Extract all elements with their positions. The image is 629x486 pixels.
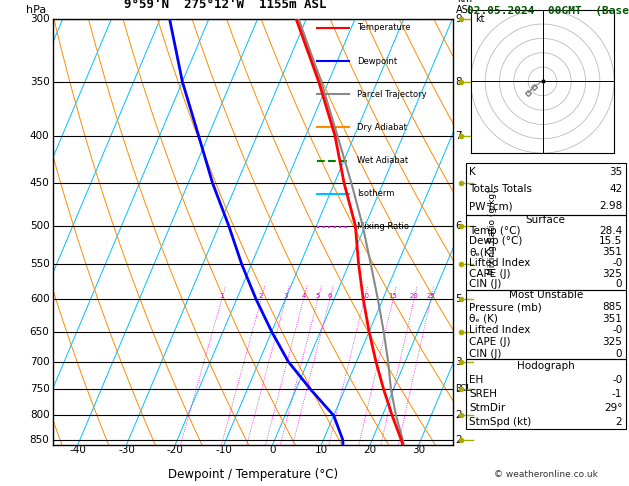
Text: 3: 3	[455, 357, 462, 366]
Text: 3: 3	[455, 384, 462, 395]
Text: StmDir: StmDir	[469, 403, 505, 414]
Text: -30: -30	[118, 445, 135, 455]
Text: 2: 2	[455, 435, 462, 445]
Text: LCL: LCL	[455, 384, 471, 393]
Text: K: K	[469, 167, 476, 177]
Text: SREH: SREH	[469, 389, 497, 399]
Text: 2: 2	[259, 294, 264, 299]
Bar	[465, 290, 626, 360]
Text: © weatheronline.co.uk: © weatheronline.co.uk	[494, 470, 598, 479]
Text: 750: 750	[30, 384, 50, 395]
Text: Parcel Trajectory: Parcel Trajectory	[357, 90, 426, 99]
Text: 8: 8	[455, 77, 462, 87]
Text: 9°59'N  275°12'W  1155m ASL: 9°59'N 275°12'W 1155m ASL	[124, 0, 326, 11]
Text: 42: 42	[609, 184, 622, 194]
Text: 325: 325	[603, 337, 622, 347]
Text: Most Unstable: Most Unstable	[508, 291, 583, 300]
Text: kt: kt	[475, 14, 484, 24]
Text: Dewpoint / Temperature (°C): Dewpoint / Temperature (°C)	[168, 468, 338, 481]
Text: 5: 5	[455, 295, 462, 304]
Text: 0: 0	[616, 279, 622, 289]
Text: 2: 2	[455, 411, 462, 420]
Text: 325: 325	[603, 269, 622, 278]
Text: 800: 800	[30, 411, 50, 420]
Text: Totals Totals: Totals Totals	[469, 184, 532, 194]
Text: 650: 650	[30, 327, 50, 337]
Text: Dry Adiabat: Dry Adiabat	[357, 123, 407, 132]
Text: 600: 600	[30, 295, 50, 304]
Text: 6: 6	[328, 294, 332, 299]
Text: 350: 350	[30, 77, 50, 87]
Text: CAPE (J): CAPE (J)	[469, 269, 511, 278]
Text: 15.5: 15.5	[599, 236, 622, 246]
Text: 3: 3	[283, 294, 288, 299]
Text: Dewpoint: Dewpoint	[357, 56, 397, 66]
Text: 35: 35	[609, 167, 622, 177]
Text: 7: 7	[455, 131, 462, 140]
Text: 6: 6	[455, 221, 462, 231]
Text: θₑ(K): θₑ(K)	[469, 247, 494, 257]
Text: 28.4: 28.4	[599, 226, 622, 236]
Text: Temp (°C): Temp (°C)	[469, 226, 520, 236]
Text: 1: 1	[220, 294, 224, 299]
Text: 5: 5	[316, 294, 320, 299]
Text: 9: 9	[455, 15, 462, 24]
Text: -40: -40	[69, 445, 86, 455]
Text: 20: 20	[364, 445, 377, 455]
Text: Mixing Ratio: Mixing Ratio	[357, 223, 409, 231]
Text: km
ASL: km ASL	[456, 0, 474, 15]
Text: 4: 4	[301, 294, 306, 299]
Text: hPa: hPa	[26, 5, 46, 15]
Text: StmSpd (kt): StmSpd (kt)	[469, 417, 532, 427]
Text: 351: 351	[603, 247, 622, 257]
Text: CAPE (J): CAPE (J)	[469, 337, 511, 347]
Text: Hodograph: Hodograph	[517, 362, 574, 371]
Text: Temperature: Temperature	[357, 23, 411, 33]
Text: 850: 850	[30, 435, 50, 445]
Text: 25: 25	[426, 294, 435, 299]
Text: CIN (J): CIN (J)	[469, 279, 501, 289]
Text: -1: -1	[612, 389, 622, 399]
Text: 550: 550	[30, 259, 50, 269]
Text: 400: 400	[30, 131, 50, 140]
Text: Lifted Index: Lifted Index	[469, 325, 530, 335]
Text: -0: -0	[612, 258, 622, 268]
Text: Wet Adiabat: Wet Adiabat	[357, 156, 408, 165]
Text: θₑ (K): θₑ (K)	[469, 313, 498, 324]
Text: 2.98: 2.98	[599, 201, 622, 211]
Text: 500: 500	[30, 221, 50, 231]
Text: Dewp (°C): Dewp (°C)	[469, 236, 522, 246]
Bar	[465, 163, 626, 215]
Text: 2: 2	[616, 417, 622, 427]
Text: Pressure (mb): Pressure (mb)	[469, 302, 542, 312]
Text: 20: 20	[409, 294, 418, 299]
Text: Surface: Surface	[526, 215, 565, 225]
Text: 885: 885	[603, 302, 622, 312]
Text: 02.05.2024  00GMT  (Base: 12): 02.05.2024 00GMT (Base: 12)	[467, 6, 629, 16]
Text: -0: -0	[612, 376, 622, 385]
Text: 0: 0	[269, 445, 276, 455]
Text: -10: -10	[216, 445, 232, 455]
Text: 30: 30	[412, 445, 425, 455]
Bar	[465, 360, 626, 430]
Text: 300: 300	[30, 15, 50, 24]
Text: 10: 10	[314, 445, 328, 455]
Text: 700: 700	[30, 357, 50, 366]
Text: 351: 351	[603, 313, 622, 324]
Text: Mixing Ratio (g/kg): Mixing Ratio (g/kg)	[488, 189, 498, 275]
Text: 0: 0	[616, 348, 622, 359]
Text: -0: -0	[612, 325, 622, 335]
Text: CIN (J): CIN (J)	[469, 348, 501, 359]
Text: 450: 450	[30, 178, 50, 188]
Text: EH: EH	[469, 376, 483, 385]
Text: 10: 10	[360, 294, 369, 299]
Text: Lifted Index: Lifted Index	[469, 258, 530, 268]
Text: Isotherm: Isotherm	[357, 189, 394, 198]
Bar	[465, 215, 626, 290]
Text: -20: -20	[167, 445, 184, 455]
Text: 29°: 29°	[604, 403, 622, 414]
Text: PW (cm): PW (cm)	[469, 201, 513, 211]
Text: 15: 15	[389, 294, 398, 299]
